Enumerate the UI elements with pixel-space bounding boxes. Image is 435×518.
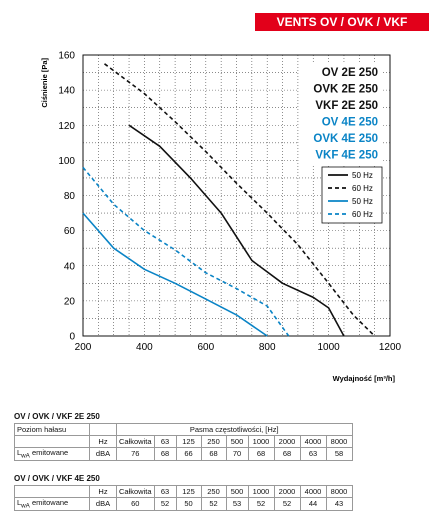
header-banner: VENTS OV / OVK / VKF	[255, 13, 429, 31]
t2-f2000: 2000	[273, 485, 301, 498]
t1-v-total: 76	[116, 447, 155, 461]
t2-f1000: 1000	[247, 485, 275, 498]
noise-level-label: Poziom hałasu	[14, 423, 90, 436]
t2-total: Całkowita	[116, 485, 155, 498]
t1-v63: 68	[153, 447, 177, 461]
x-tick-label: 1200	[379, 342, 402, 353]
t2-v1000: 52	[247, 497, 275, 511]
y-tick-label: 100	[58, 156, 75, 167]
y-tick-label: 80	[64, 191, 76, 202]
y-tick-label: 20	[64, 296, 76, 307]
t1-f2000: 2000	[273, 435, 301, 448]
model-box	[299, 63, 382, 166]
x-tick-label: 200	[75, 342, 92, 353]
t1-f4000: 4000	[299, 435, 327, 448]
model-label: OVK 2E 250	[313, 84, 378, 96]
t1-lwa-label: LwA emitowane	[14, 447, 90, 461]
t1-v4000: 63	[299, 447, 327, 461]
t1-total: Całkowita	[116, 435, 155, 448]
t2-v125: 50	[175, 497, 202, 511]
t1-v1000: 68	[247, 447, 275, 461]
model-label: OVK 4E 250	[313, 133, 378, 145]
y-tick-label: 60	[64, 226, 76, 237]
performance-chart: 200 400 600 800 1000 1200 0 20 40 60 80 100 120 140 16…	[40, 51, 402, 384]
model-label: VKF 4E 250	[315, 150, 378, 162]
series-line-2	[104, 63, 376, 337]
table1-title: OV / OVK / VKF 2E 250	[14, 412, 100, 421]
table2-title: OV / OVK / VKF 4E 250	[14, 474, 100, 483]
model-label: VKF 2E 250	[315, 100, 378, 112]
t1-f8000: 8000	[325, 435, 353, 448]
t2-v-total: 60	[116, 497, 155, 511]
legend-label: 50 Hz	[352, 171, 373, 180]
x-tick-label: 400	[136, 342, 153, 353]
x-tick-label: 1000	[317, 342, 340, 353]
t1-v125: 66	[175, 447, 202, 461]
t2-v250: 52	[200, 497, 227, 511]
t2-f8000: 8000	[325, 485, 353, 498]
y-tick-label: 40	[64, 261, 76, 272]
t2-v2000: 52	[273, 497, 301, 511]
y-tick-label: 140	[58, 86, 75, 97]
y-tick-label: 160	[58, 51, 75, 62]
series-line-4	[82, 166, 290, 337]
y-axis-label: Ciśnienie [Pa]	[40, 58, 49, 108]
t1-f1000: 1000	[247, 435, 275, 448]
legend-label: 50 Hz	[352, 197, 373, 206]
t2-unit: dBA	[89, 497, 117, 511]
t1-f63: 63	[153, 435, 177, 448]
t2-f63: 63	[153, 485, 177, 498]
t2-hz: Hz	[89, 485, 117, 498]
plot-frame	[82, 54, 391, 337]
t2-f250: 250	[200, 485, 227, 498]
t1-f250: 250	[200, 435, 227, 448]
t1-f500: 500	[225, 435, 249, 448]
series-line-3	[82, 212, 268, 337]
t1-f125: 125	[175, 435, 202, 448]
model-label: OV 2E 250	[322, 67, 378, 79]
freq-bands-header: Pasma częstotliwości, [Hz]	[116, 423, 353, 436]
t2-f500: 500	[225, 485, 249, 498]
t1-v2000: 68	[273, 447, 301, 461]
t2-f125: 125	[175, 485, 202, 498]
noise-table-2e: Poziom hałasu Pasma częstotliwości, [Hz]…	[14, 423, 353, 461]
series-line-1	[128, 124, 345, 337]
y-tick-label: 0	[69, 332, 75, 343]
t1-hz: Hz	[89, 435, 117, 448]
y-tick-label: 120	[58, 121, 75, 132]
noise-table-4e: Hz Całkowita 63 125 250 500 1000 2000 40…	[14, 485, 353, 511]
x-tick-label: 600	[197, 342, 214, 353]
t2-v63: 52	[153, 497, 177, 511]
t1-v250: 68	[200, 447, 227, 461]
t2-f4000: 4000	[299, 485, 327, 498]
t2-lwa-label: LwA emitowane	[14, 497, 90, 511]
x-tick-label: 800	[259, 342, 276, 353]
legend-label: 60 Hz	[352, 210, 373, 219]
x-axis-label: Wydajność [m³/h]	[333, 374, 396, 383]
t1-unit: dBA	[89, 447, 117, 461]
t2-v4000: 44	[299, 497, 327, 511]
t1-v8000: 58	[325, 447, 353, 461]
legend-label: 60 Hz	[352, 184, 373, 193]
model-label: OV 4E 250	[322, 117, 378, 129]
t2-v500: 53	[225, 497, 249, 511]
t2-v8000: 43	[325, 497, 353, 511]
t1-v500: 70	[225, 447, 249, 461]
